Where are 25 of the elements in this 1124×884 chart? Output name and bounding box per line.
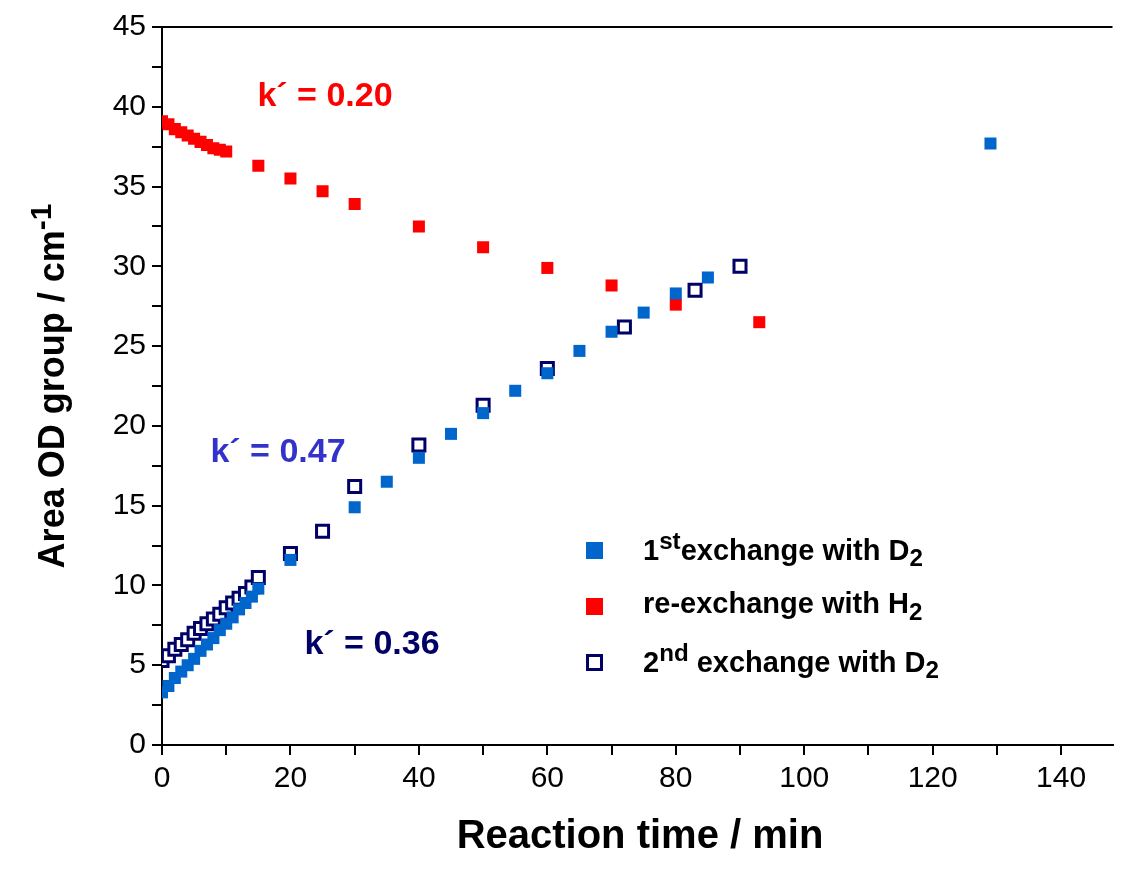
y-tick-label: 45 <box>112 8 146 42</box>
x-tick-label: 100 <box>779 760 830 794</box>
y-tick-label: 40 <box>112 88 146 122</box>
x-tick-label: 40 <box>402 760 436 794</box>
y-tick-label: 10 <box>112 566 146 600</box>
x-tick-label: 20 <box>273 760 308 794</box>
x-tick-label: 0 <box>153 760 171 794</box>
y-tick-label: 5 <box>129 646 146 680</box>
x-tick-label: 80 <box>659 760 693 794</box>
annotation: k´ = 0.36 <box>304 623 440 662</box>
x-tick-label: 140 <box>1036 760 1087 794</box>
y-tick-label: 30 <box>112 247 146 281</box>
y-tick-label: 25 <box>112 327 146 361</box>
y-tick-label: 15 <box>112 486 146 520</box>
legend-label: 1$^{st}$exchange with D$_{2}$ <box>643 527 923 573</box>
annotation: k´ = 0.47 <box>210 431 346 470</box>
x-axis-title: Reaction time / min <box>455 812 825 857</box>
y-tick-label: 0 <box>129 726 146 760</box>
y-tick-label: 20 <box>112 407 146 441</box>
x-tick-label: 60 <box>530 760 565 794</box>
legend-label: 2$^{nd}$ exchange with D$_{2}$ <box>643 639 939 685</box>
legend-label: re-exchange with H$_{2}$ <box>643 586 923 626</box>
annotation: k´ = 0.20 <box>257 75 393 114</box>
y-tick-label: 35 <box>112 167 146 201</box>
x-tick-label: 120 <box>907 760 958 794</box>
